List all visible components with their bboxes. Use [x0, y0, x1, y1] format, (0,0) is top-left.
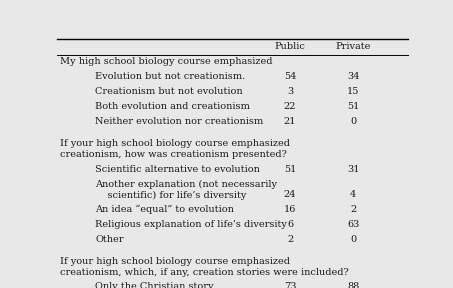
Text: 22: 22 — [284, 102, 296, 111]
Text: Only the Christian story: Only the Christian story — [95, 283, 214, 288]
Text: Religious explanation of life’s diversity: Religious explanation of life’s diversit… — [95, 220, 287, 229]
Text: 2: 2 — [287, 235, 293, 244]
Text: 0: 0 — [350, 117, 357, 126]
Text: My high school biology course emphasized: My high school biology course emphasized — [60, 57, 273, 66]
Text: Other: Other — [95, 235, 124, 244]
Text: Evolution but not creationism.: Evolution but not creationism. — [95, 72, 246, 81]
Text: 34: 34 — [347, 72, 360, 81]
Text: If your high school biology course emphasized
creationism, how was creationism p: If your high school biology course empha… — [60, 139, 290, 159]
Text: 73: 73 — [284, 283, 296, 288]
Text: 15: 15 — [347, 87, 360, 96]
Text: Scientific alternative to evolution: Scientific alternative to evolution — [95, 164, 260, 173]
Text: 4: 4 — [350, 190, 357, 199]
Text: 51: 51 — [284, 164, 296, 173]
Text: 31: 31 — [347, 164, 360, 173]
Text: 51: 51 — [347, 102, 360, 111]
Text: 3: 3 — [287, 87, 293, 96]
Text: An idea “equal” to evolution: An idea “equal” to evolution — [95, 205, 234, 215]
Text: Creationism but not evolution: Creationism but not evolution — [95, 87, 243, 96]
Text: 24: 24 — [284, 190, 296, 199]
Text: If your high school biology course emphasized
creationism, which, if any, creati: If your high school biology course empha… — [60, 257, 349, 277]
Text: 0: 0 — [350, 235, 357, 244]
Text: 2: 2 — [350, 205, 357, 214]
Text: 16: 16 — [284, 205, 296, 214]
Text: Public: Public — [275, 42, 305, 51]
Text: 54: 54 — [284, 72, 296, 81]
Text: Neither evolution nor creationism: Neither evolution nor creationism — [95, 117, 264, 126]
Text: Private: Private — [336, 42, 371, 51]
Text: Another explanation (not necessarily
    scientific) for life’s diversity: Another explanation (not necessarily sci… — [95, 180, 277, 200]
Text: 63: 63 — [347, 220, 360, 229]
Text: Both evolution and creationism: Both evolution and creationism — [95, 102, 250, 111]
Text: 21: 21 — [284, 117, 296, 126]
Text: 6: 6 — [287, 220, 293, 229]
Text: 88: 88 — [347, 283, 359, 288]
